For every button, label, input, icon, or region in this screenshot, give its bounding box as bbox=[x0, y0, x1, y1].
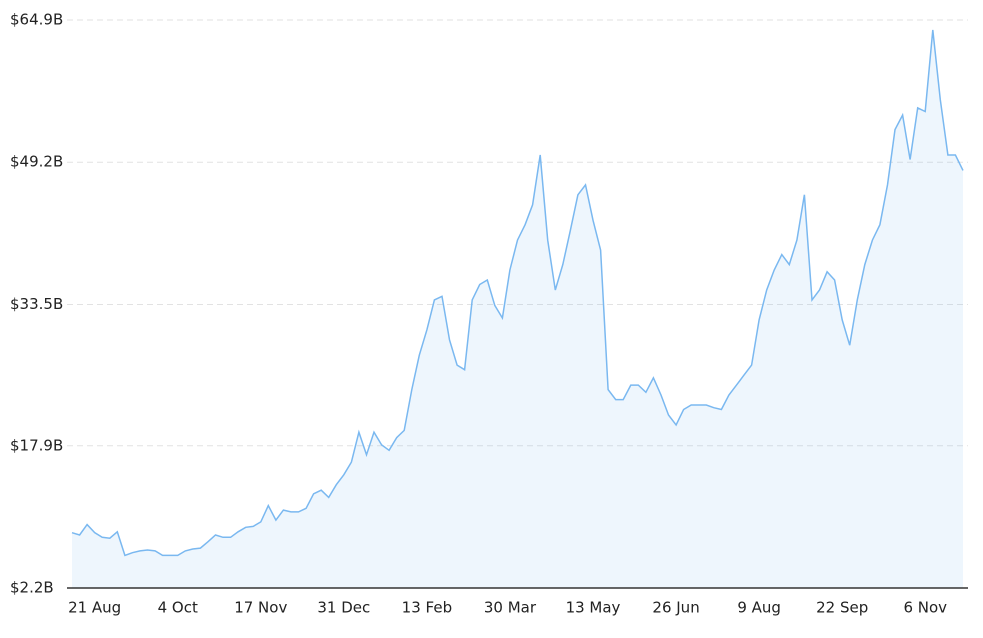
x-tick-label: 26 Jun bbox=[652, 599, 699, 617]
x-tick-label: 30 Mar bbox=[484, 599, 537, 617]
x-tick-label: 21 Aug bbox=[68, 599, 121, 617]
x-tick-label: 22 Sep bbox=[816, 599, 868, 617]
line bbox=[71, 29, 964, 557]
x-tick-label: 9 Aug bbox=[737, 599, 781, 617]
x-tick-label: 31 Dec bbox=[317, 599, 370, 617]
y-tick-label: $17.9B bbox=[10, 436, 63, 454]
x-tick-label: 17 Nov bbox=[234, 599, 287, 617]
x-tick-label: 4 Oct bbox=[158, 599, 198, 617]
area-fill bbox=[72, 30, 963, 588]
y-tick-label: $49.2B bbox=[10, 153, 63, 171]
x-tick-label: 6 Nov bbox=[903, 599, 947, 617]
x-tick-label: 13 Feb bbox=[402, 599, 452, 617]
y-tick-label: $33.5B bbox=[10, 295, 63, 313]
y-tick-label: $64.9B bbox=[10, 11, 63, 29]
y-tick-label: $2.2B bbox=[10, 579, 54, 597]
x-tick-label: 13 May bbox=[566, 599, 621, 617]
